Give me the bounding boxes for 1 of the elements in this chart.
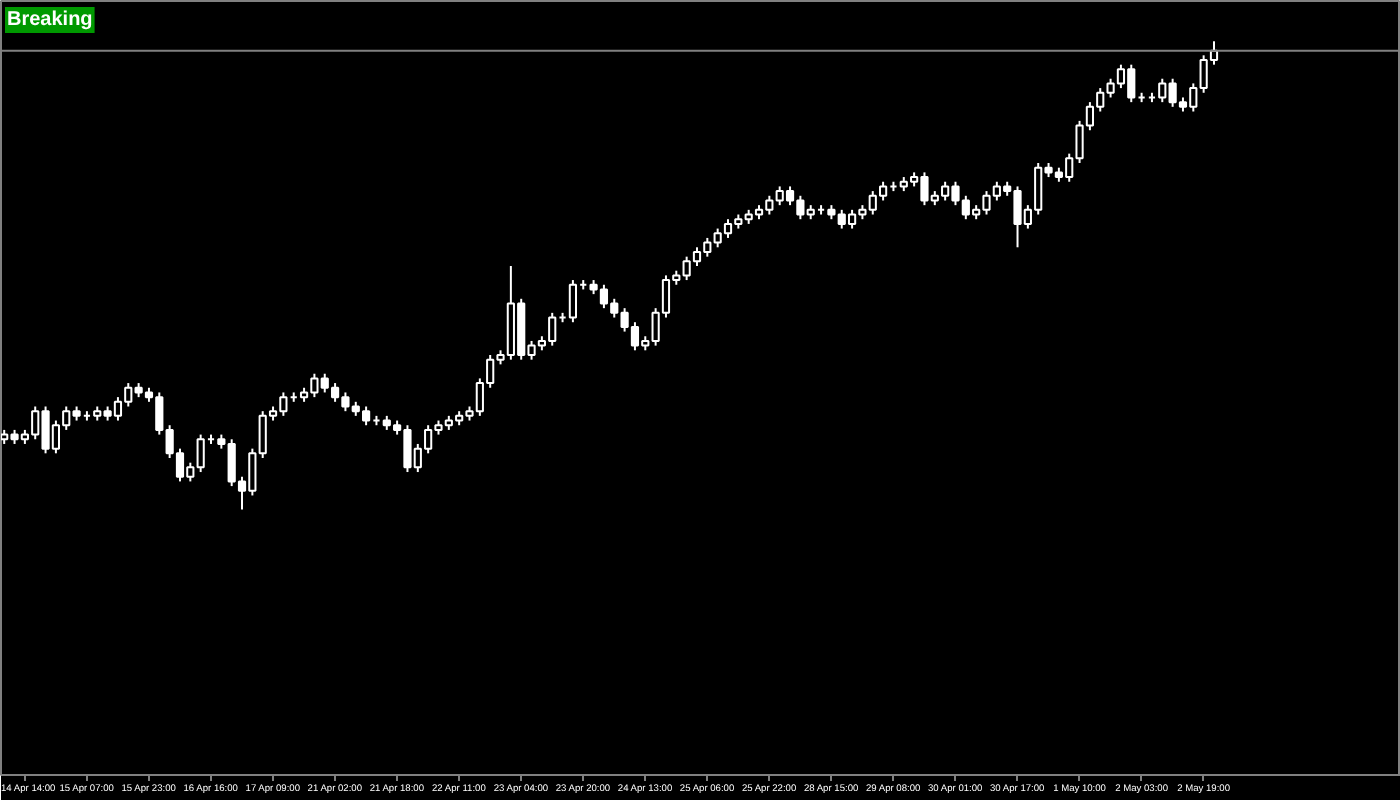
text: Breaking [7,9,93,31]
